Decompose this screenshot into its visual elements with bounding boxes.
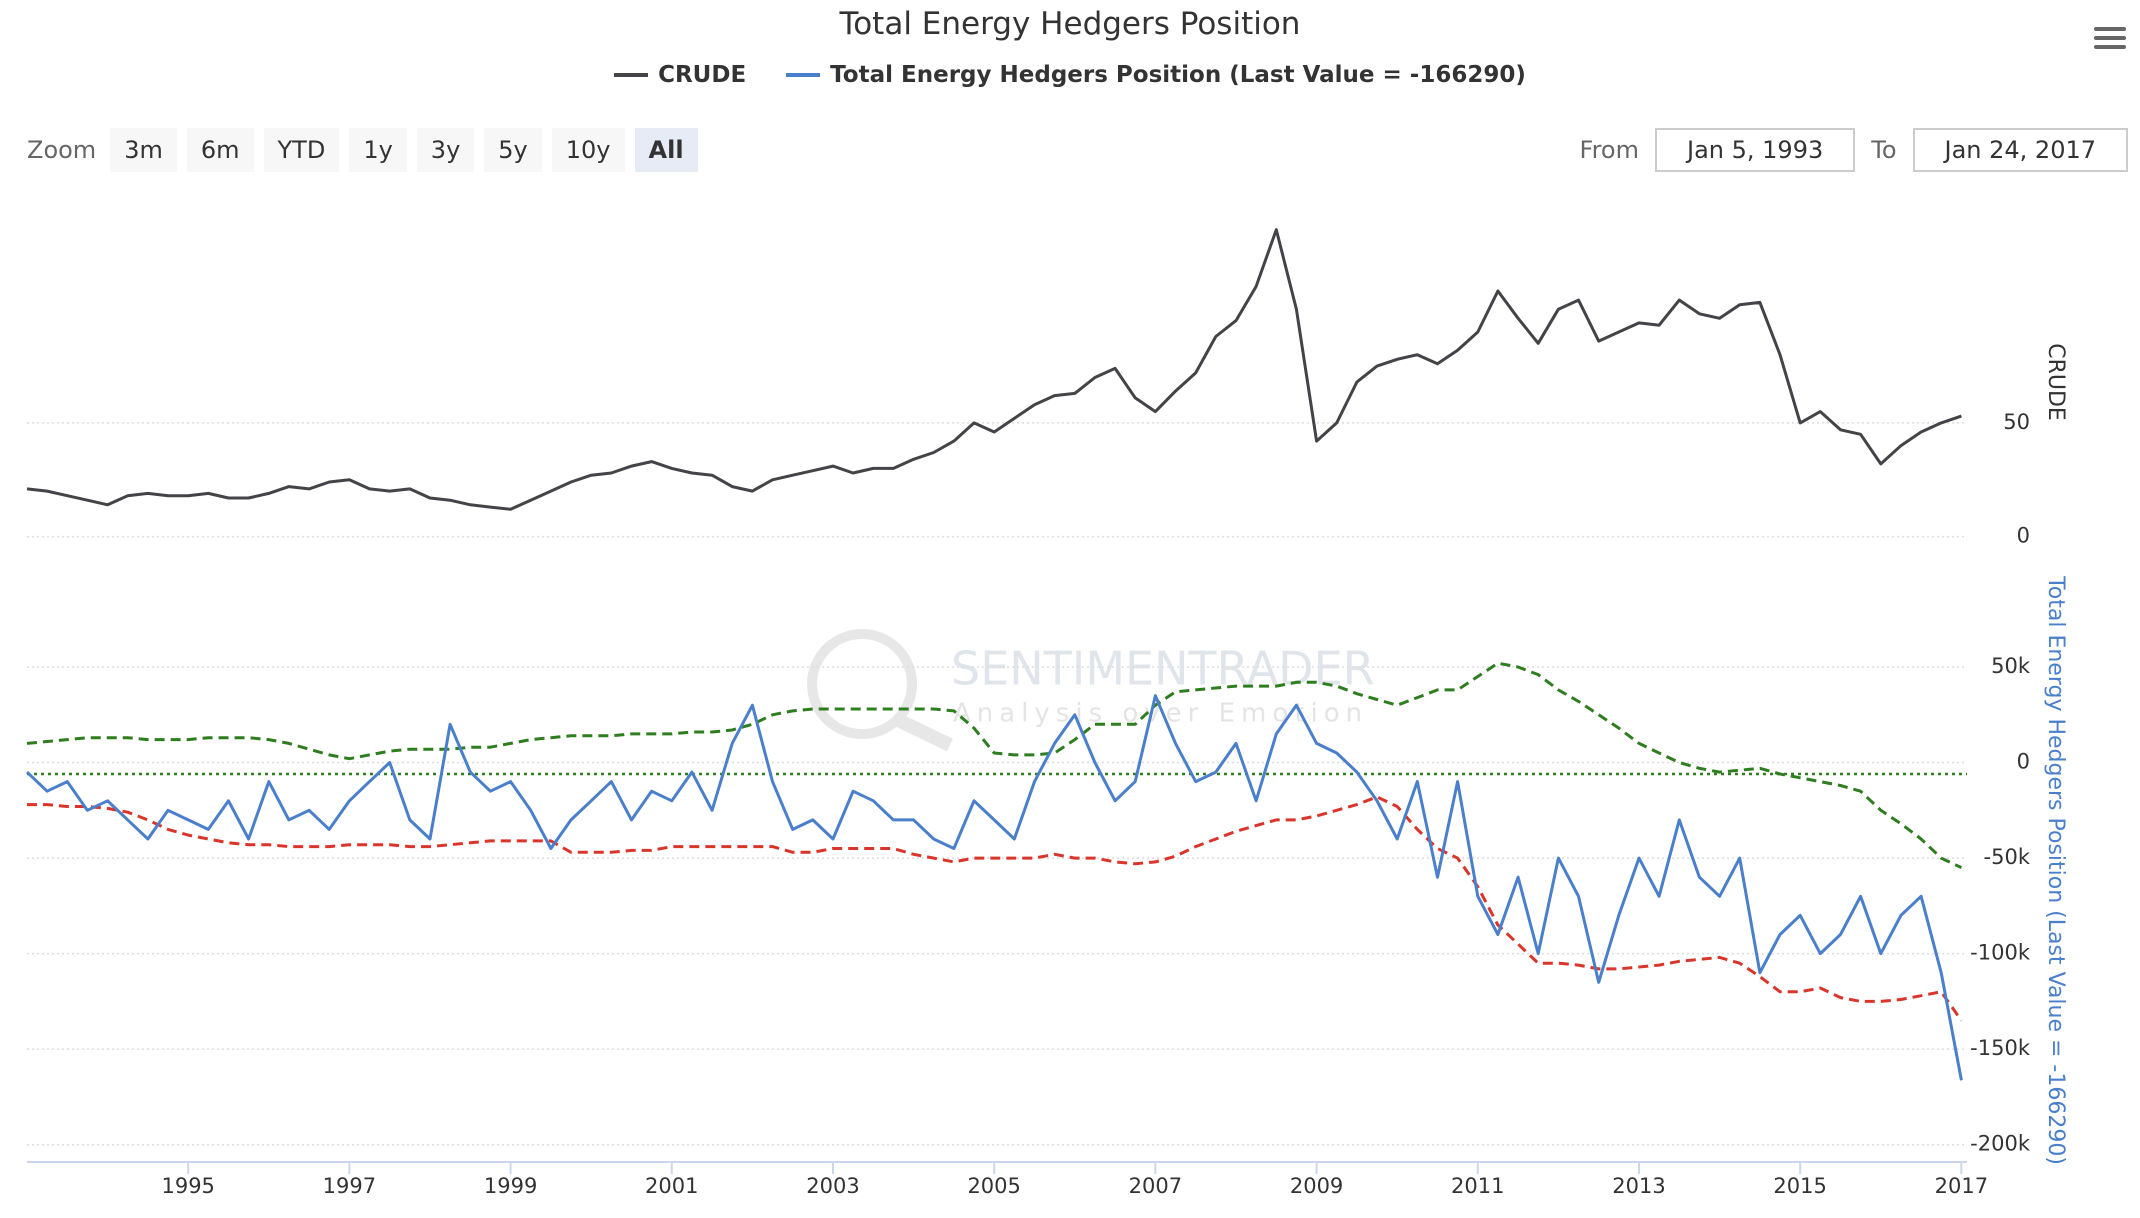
legend-item[interactable]: CRUDE [614, 62, 746, 88]
x-tick-label: 2017 [1935, 1174, 1988, 1198]
zoom-button[interactable]: 3y [416, 128, 475, 172]
y-tick-label: 0 [2017, 524, 2030, 548]
menu-button[interactable] [2094, 22, 2126, 54]
series-line [25, 694, 1963, 1081]
x-tick-label: 2015 [1773, 1174, 1826, 1198]
zoom-button[interactable]: All [634, 128, 698, 172]
zoom-button[interactable]: 1y [349, 128, 407, 172]
legend-swatch [786, 73, 821, 77]
y-axis-title: Total Energy Hedgers Position (Last Valu… [2043, 575, 2068, 1165]
y-tick-label: -100k [1970, 941, 2031, 965]
x-tick-label: 2009 [1290, 1174, 1343, 1198]
series-line [27, 795, 1963, 1022]
zoom-button[interactable]: 3m [110, 128, 177, 172]
legend: CRUDE Total Energy Hedgers Position (Last… [0, 62, 2140, 88]
watermark: SENTIMENTRADER Analysis over Emotion [807, 629, 1375, 752]
x-tick-label: 2013 [1612, 1174, 1665, 1198]
watermark-icon [894, 713, 954, 752]
to-label: To [1871, 136, 1897, 164]
from-label: From [1579, 136, 1639, 164]
date-range: From Jan 5, 1993 To Jan 24, 2017 [1580, 128, 2128, 172]
legend-label: Total Energy Hedgers Position (Last Valu… [830, 62, 1526, 88]
x-tick-label: 2011 [1451, 1174, 1504, 1198]
x-tick-label: 2001 [645, 1174, 698, 1198]
x-tick-label: 2005 [967, 1174, 1020, 1198]
y-tick-label: -200k [1970, 1132, 2031, 1156]
zoom-button[interactable]: YTD [263, 128, 340, 172]
chart-title: Total Energy Hedgers Position [839, 6, 1301, 42]
zoom-button[interactable]: 6m [186, 128, 254, 172]
zoom-button[interactable]: 10y [551, 128, 625, 172]
watermark-brand: SENTIMENTRADER [951, 642, 1375, 696]
y-tick-label: -50k [1984, 845, 2031, 869]
legend-swatch [614, 73, 649, 77]
x-tick-label: 1999 [484, 1174, 537, 1198]
legend-label: CRUDE [658, 62, 747, 88]
zoom-controls: Zoom 3m 6m YTD 1y 3y 5y 10y All [27, 128, 698, 172]
to-input[interactable]: Jan 24, 2017 [1912, 128, 2128, 172]
y-tick-label: -150k [1970, 1036, 2031, 1060]
y-tick-label: 50k [1991, 654, 2031, 678]
zoom-label: Zoom [27, 136, 97, 164]
series-line [26, 228, 1962, 511]
legend-item[interactable]: Total Energy Hedgers Position (Last Valu… [786, 62, 1526, 88]
x-tick-label: 2007 [1129, 1174, 1182, 1198]
zoom-button[interactable]: 5y [484, 128, 542, 172]
x-tick-label: 2003 [806, 1174, 859, 1198]
y-axis-title: CRUDE [2043, 343, 2068, 421]
series-line [26, 661, 1963, 869]
from-input[interactable]: Jan 5, 1993 [1655, 128, 1856, 172]
x-tick-label: 1997 [323, 1174, 376, 1198]
x-tick-label: 1995 [161, 1174, 214, 1198]
y-tick-label: 50 [2003, 410, 2030, 434]
watermark-icon [807, 629, 917, 739]
y-tick-label: 0 [2017, 750, 2030, 774]
